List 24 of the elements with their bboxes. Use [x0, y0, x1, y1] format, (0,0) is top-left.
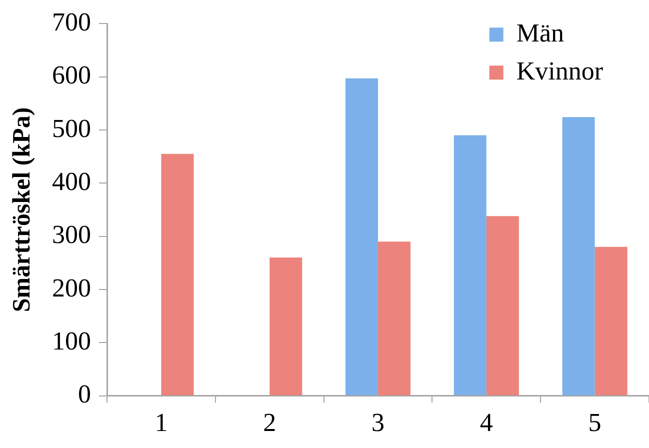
y-axis-title: Smärttröskel (kPa) — [8, 107, 36, 312]
bar — [345, 78, 378, 396]
y-tick-label: 100 — [52, 326, 91, 356]
bar — [562, 117, 595, 396]
y-tick-label: 300 — [52, 220, 91, 250]
bar — [486, 216, 519, 396]
x-tick-label: 5 — [588, 408, 602, 438]
y-tick-label: 200 — [52, 273, 91, 302]
bar — [270, 258, 302, 396]
legend-label: Kvinnor — [516, 56, 604, 86]
y-tick-label: 500 — [52, 114, 91, 143]
bar — [594, 246, 628, 396]
legend-label: Män — [516, 18, 564, 48]
bar — [378, 242, 411, 396]
y-tick-label: 700 — [52, 7, 91, 36]
bar — [161, 154, 194, 396]
bar — [454, 135, 486, 396]
y-tick-label: 600 — [52, 60, 91, 90]
x-tick-label: 4 — [480, 408, 493, 438]
y-tick-label: 0 — [78, 380, 91, 409]
x-tick-label: 2 — [263, 408, 276, 438]
x-tick-label: 3 — [372, 408, 384, 438]
x-tick-label: 1 — [154, 408, 168, 438]
y-tick-label: 400 — [52, 166, 91, 196]
